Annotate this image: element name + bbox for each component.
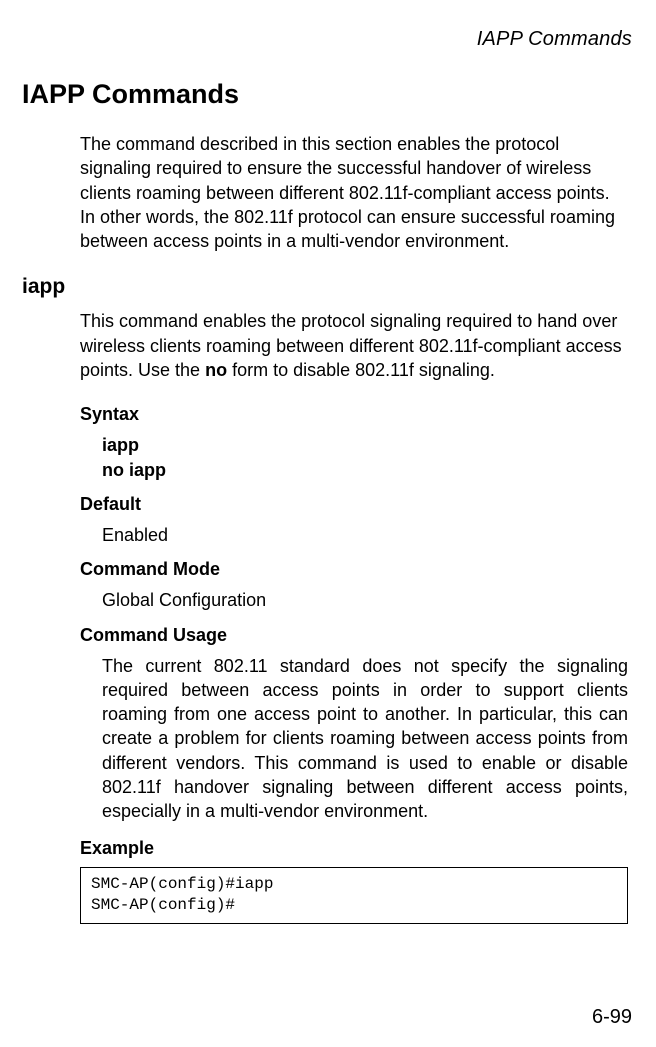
page-container: IAPP Commands IAPP Commands The command …: [0, 0, 656, 1047]
page-number: 6-99: [592, 1006, 632, 1029]
command-name-heading: iapp: [22, 275, 632, 299]
intro-block: The command described in this section en…: [80, 132, 628, 253]
intro-paragraph: The command described in this section en…: [80, 132, 628, 253]
usage-text: The current 802.11 standard does not spe…: [102, 654, 628, 824]
command-description: This command enables the protocol signal…: [80, 309, 628, 382]
usage-label: Command Usage: [80, 625, 628, 646]
desc-bold-no: no: [205, 360, 227, 380]
mode-value: Global Configuration: [102, 588, 628, 612]
default-value: Enabled: [102, 523, 628, 547]
syntax-line-1: iapp: [102, 433, 628, 457]
default-label: Default: [80, 494, 628, 515]
example-code-box: SMC-AP(config)#iapp SMC-AP(config)#: [80, 867, 628, 924]
syntax-label: Syntax: [80, 404, 628, 425]
section-title: IAPP Commands: [22, 79, 632, 110]
usage-block: The current 802.11 standard does not spe…: [102, 654, 628, 824]
syntax-line-2: no iapp: [102, 458, 628, 482]
example-label: Example: [80, 838, 628, 859]
mode-label: Command Mode: [80, 559, 628, 580]
command-body: This command enables the protocol signal…: [80, 309, 628, 923]
syntax-block: iapp no iapp: [102, 433, 628, 482]
running-header: IAPP Commands: [22, 28, 632, 51]
desc-suffix: form to disable 802.11f signaling.: [227, 360, 495, 380]
